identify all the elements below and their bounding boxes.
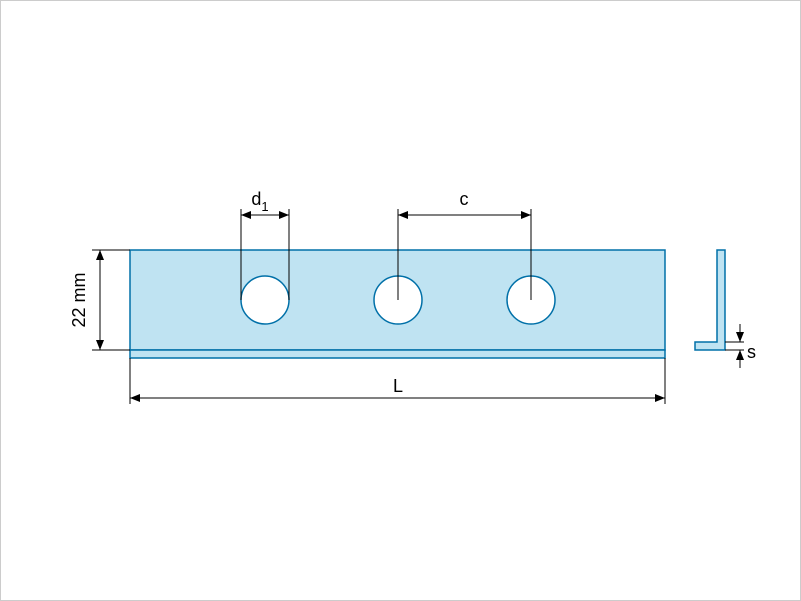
label-L: L bbox=[393, 376, 403, 396]
dim-L: L bbox=[130, 358, 665, 404]
label-d1: d1 bbox=[251, 189, 268, 214]
technical-diagram: 22 mm d1 c L s bbox=[0, 0, 801, 601]
label-s: s bbox=[747, 342, 756, 362]
label-c: c bbox=[460, 189, 469, 209]
label-height: 22 mm bbox=[69, 272, 89, 327]
dim-s: s bbox=[725, 324, 756, 368]
dim-height: 22 mm bbox=[69, 250, 130, 350]
hole-1 bbox=[241, 276, 289, 324]
bracket-profile bbox=[695, 250, 725, 350]
